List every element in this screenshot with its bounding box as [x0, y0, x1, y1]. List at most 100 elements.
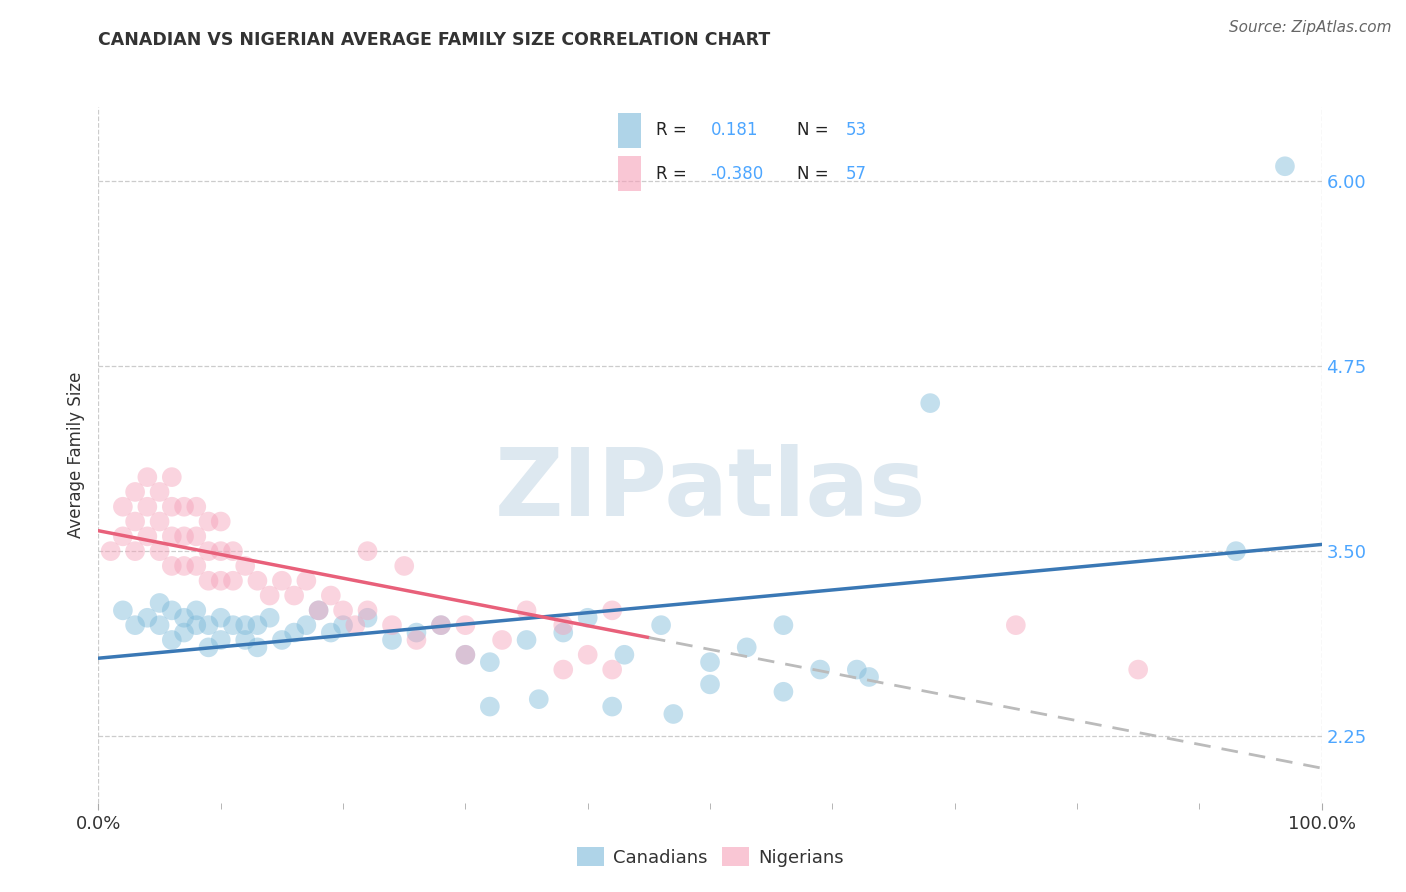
- Point: [845, 663, 868, 677]
- Point: [222, 618, 245, 632]
- Point: [478, 655, 501, 669]
- Point: [124, 618, 146, 632]
- Point: [124, 544, 146, 558]
- Point: [858, 670, 880, 684]
- Point: [160, 500, 183, 514]
- Legend: Canadians, Nigerians: Canadians, Nigerians: [569, 840, 851, 874]
- Text: 57: 57: [846, 164, 868, 183]
- Point: [149, 596, 172, 610]
- Point: [136, 529, 159, 543]
- Point: [392, 558, 416, 573]
- Point: [405, 625, 427, 640]
- Point: [259, 589, 281, 603]
- Point: [478, 699, 501, 714]
- Point: [149, 515, 172, 529]
- Point: [186, 500, 208, 514]
- Point: [576, 648, 599, 662]
- Point: [515, 632, 537, 647]
- Point: [197, 515, 219, 529]
- Point: [356, 544, 378, 558]
- Text: 53: 53: [846, 121, 868, 139]
- Point: [1004, 618, 1026, 632]
- Point: [197, 574, 219, 588]
- Point: [136, 500, 159, 514]
- Point: [600, 699, 623, 714]
- Text: -0.380: -0.380: [710, 164, 763, 183]
- Point: [233, 632, 256, 647]
- Point: [160, 603, 183, 617]
- Point: [650, 618, 672, 632]
- Point: [283, 625, 305, 640]
- Point: [124, 484, 146, 499]
- Point: [222, 574, 245, 588]
- Point: [553, 618, 575, 632]
- Point: [344, 618, 367, 632]
- Point: [160, 632, 183, 647]
- Text: N =: N =: [797, 164, 828, 183]
- Point: [699, 677, 721, 691]
- Point: [209, 632, 232, 647]
- Point: [308, 603, 330, 617]
- Point: [186, 558, 208, 573]
- Point: [381, 618, 404, 632]
- Text: R =: R =: [657, 121, 688, 139]
- Point: [454, 618, 477, 632]
- Bar: [619, 156, 641, 191]
- Point: [1274, 159, 1296, 173]
- Point: [662, 706, 685, 721]
- Point: [197, 618, 219, 632]
- Point: [233, 558, 256, 573]
- Point: [270, 574, 294, 588]
- Point: [246, 618, 269, 632]
- Point: [295, 574, 318, 588]
- Point: [1128, 663, 1150, 677]
- Point: [295, 618, 318, 632]
- Point: [283, 589, 305, 603]
- Point: [381, 632, 404, 647]
- Point: [332, 618, 354, 632]
- Point: [772, 685, 794, 699]
- Point: [319, 625, 342, 640]
- Point: [527, 692, 550, 706]
- Point: [124, 515, 146, 529]
- Point: [186, 529, 208, 543]
- Bar: [619, 112, 641, 148]
- Point: [173, 611, 195, 625]
- Point: [553, 625, 575, 640]
- Point: [553, 663, 575, 677]
- Point: [491, 632, 513, 647]
- Point: [209, 515, 232, 529]
- Point: [149, 484, 172, 499]
- Point: [600, 663, 623, 677]
- Point: [197, 640, 219, 655]
- Point: [405, 632, 427, 647]
- Point: [160, 529, 183, 543]
- Point: [173, 529, 195, 543]
- Point: [186, 603, 208, 617]
- Point: [699, 655, 721, 669]
- Point: [920, 396, 942, 410]
- Point: [173, 625, 195, 640]
- Point: [149, 544, 172, 558]
- Point: [186, 618, 208, 632]
- Point: [319, 589, 342, 603]
- Point: [454, 648, 477, 662]
- Point: [613, 648, 636, 662]
- Point: [233, 618, 256, 632]
- Point: [1225, 544, 1247, 558]
- Point: [222, 544, 245, 558]
- Text: CANADIAN VS NIGERIAN AVERAGE FAMILY SIZE CORRELATION CHART: CANADIAN VS NIGERIAN AVERAGE FAMILY SIZE…: [98, 31, 770, 49]
- Point: [430, 618, 453, 632]
- Point: [430, 618, 453, 632]
- Point: [332, 603, 354, 617]
- Point: [111, 500, 134, 514]
- Point: [136, 470, 159, 484]
- Point: [246, 640, 269, 655]
- Point: [197, 544, 219, 558]
- Point: [209, 574, 232, 588]
- Point: [100, 544, 122, 558]
- Text: N =: N =: [797, 121, 828, 139]
- Point: [111, 603, 134, 617]
- Point: [173, 558, 195, 573]
- Point: [356, 603, 378, 617]
